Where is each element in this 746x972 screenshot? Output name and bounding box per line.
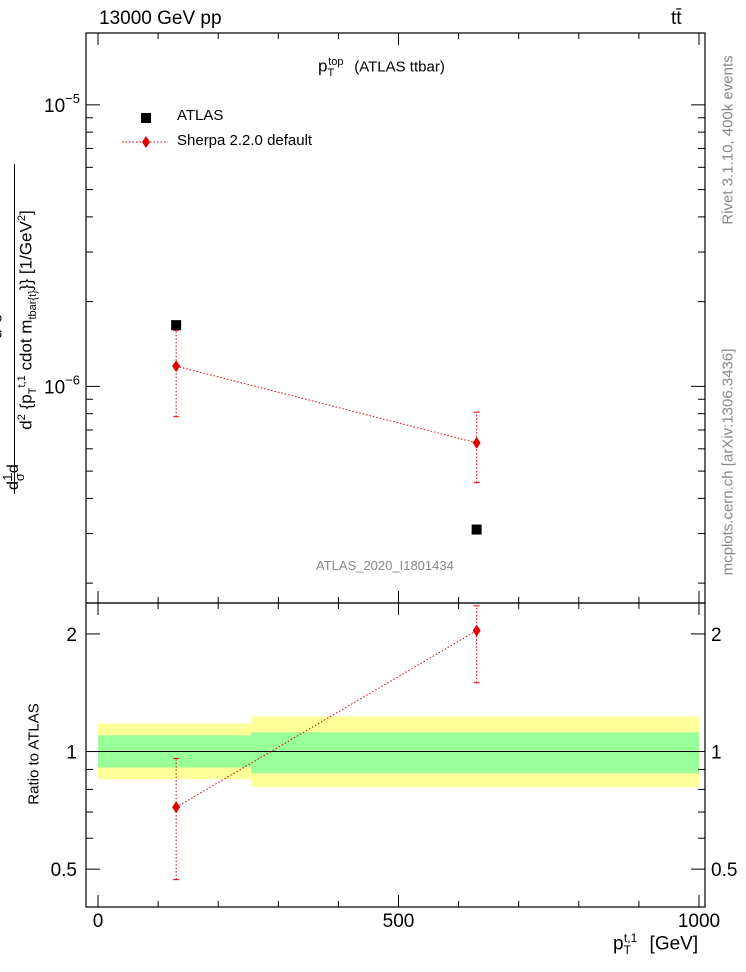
ratio-y-tick-label: 2: [66, 625, 77, 646]
title-sup: top: [328, 56, 344, 68]
x-axis-label: pTt,1 [GeV]: [613, 931, 698, 957]
title-p: p: [318, 56, 328, 76]
legend-atlas-label: ATLAS: [177, 107, 224, 124]
lower-plot-frame: [85, 602, 706, 908]
atlas-point: [171, 320, 182, 331]
ratio-y-tick-label-right: 0.5: [711, 860, 737, 881]
header-process: tt̄: [671, 8, 682, 29]
legend-sherpa-label: Sherpa 2.2.0 default: [177, 132, 313, 149]
ratio-y-tick-label: 0.5: [51, 860, 77, 881]
legend-sherpa-marker: [142, 136, 150, 148]
title-rest: (ATLAS ttbar): [354, 58, 445, 76]
y-tick-label: 10−6: [44, 372, 80, 398]
title-sub: T: [327, 67, 335, 80]
ratio-y-tick-label-right: 2: [711, 625, 722, 646]
ratio-band-inner-1: [251, 732, 699, 774]
mcplots-label: mcplots.cern.ch [arXiv:1306.3436]: [719, 348, 737, 576]
xlabel-p: p: [613, 933, 624, 955]
ratio-y-tick-label-right: 1: [711, 743, 722, 764]
sherpa-point: [472, 436, 481, 449]
y-tick-label: 10−5: [44, 91, 80, 117]
xlabel-sup: t,1: [623, 931, 638, 945]
plot-title: pTtop (ATLAS ttbar): [318, 56, 445, 79]
xlabel-sub: T: [623, 943, 631, 958]
lower-y-label: Ratio to ATLAS: [25, 703, 43, 805]
ratio-sherpa-point: [172, 801, 181, 814]
ratio-y-tick-label: 1: [66, 743, 77, 764]
header-collision: 13000 GeV pp: [99, 8, 222, 29]
atlas-point: [471, 524, 482, 535]
sherpa-line: [176, 365, 477, 444]
rivet-label: Rivet 3.1.10, 400k events: [719, 55, 737, 225]
analysis-label: ATLAS_2020_I1801434: [316, 558, 454, 573]
ratio-sherpa-point: [472, 624, 481, 637]
x-tick-label: 0: [93, 911, 104, 932]
x-tick-label: 500: [383, 911, 415, 932]
x-tick-label: 1000: [678, 911, 720, 932]
xlabel-unit: [GeV]: [649, 933, 699, 955]
legend-atlas-marker: [141, 113, 151, 123]
sherpa-point: [172, 360, 181, 373]
